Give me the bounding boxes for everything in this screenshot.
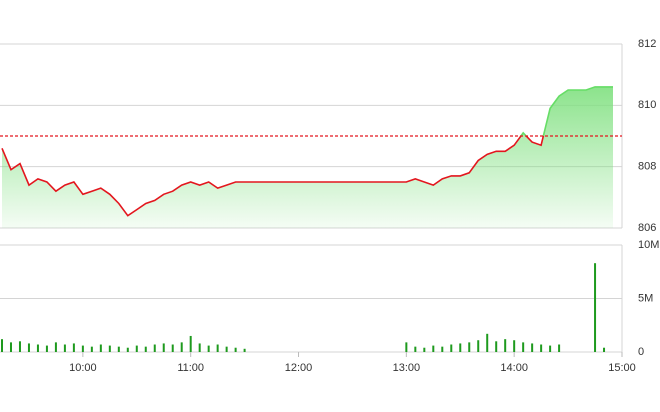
volume-bar [558, 344, 561, 352]
volume-bar [72, 343, 75, 352]
y-tick-label: 808 [638, 161, 656, 173]
volume-bar [531, 343, 534, 352]
volume-bar [45, 345, 48, 352]
y-tick-label: 812 [638, 38, 656, 50]
volume-bar [495, 341, 498, 352]
volume-bar [36, 344, 39, 352]
volume-bar [27, 343, 30, 352]
volume-bar [108, 345, 111, 352]
volume-bar [90, 346, 93, 352]
volume-bar [459, 343, 462, 352]
volume-bar [504, 339, 507, 352]
volume-bar [189, 335, 192, 352]
volume-bar [486, 333, 489, 352]
volume-bar [225, 346, 228, 352]
volume-bar [198, 343, 201, 352]
volume-bar [522, 342, 525, 352]
price-line-below [1, 136, 545, 217]
volume-bar [9, 342, 12, 352]
price-area [2, 86, 614, 229]
volume-bar [423, 347, 426, 352]
volume-bar [18, 341, 21, 352]
volume-bar [171, 344, 174, 352]
volume-bar [117, 346, 120, 352]
y-tick-label: 10M [638, 239, 659, 251]
y-tick-label: 0 [638, 346, 644, 358]
volume-bar [1, 339, 3, 352]
volume-bar [468, 342, 471, 352]
volume-bar [207, 345, 210, 352]
volume-bar [216, 344, 219, 352]
y-tick-label: 810 [638, 99, 656, 111]
y-tick-label: 806 [638, 222, 656, 234]
x-tick-label: 15:00 [608, 362, 636, 374]
volume-bar [549, 345, 552, 352]
volume-bar [594, 263, 597, 352]
volume-bar [153, 344, 156, 352]
volume-bar [477, 340, 480, 352]
volume-bar [144, 346, 147, 352]
x-tick-label: 10:00 [69, 362, 97, 374]
volume-bar [135, 345, 138, 352]
volume-bar [180, 342, 183, 352]
volume-bar [54, 342, 57, 352]
volume-bar [441, 346, 444, 352]
volume-bar [450, 344, 453, 352]
volume-bar [162, 343, 165, 352]
volume-bar [603, 347, 606, 352]
y-tick-label: 5M [638, 292, 653, 304]
volume-bar [540, 344, 543, 352]
volume-bar [243, 348, 246, 352]
volume-bar [126, 347, 129, 352]
volume-bar [99, 344, 102, 352]
x-tick-label: 11:00 [177, 362, 204, 374]
volume-bar [405, 342, 408, 352]
x-tick-label: 13:00 [393, 362, 421, 374]
x-tick-label: 14:00 [500, 362, 528, 374]
volume-bar [432, 345, 435, 352]
volume-bar [63, 344, 66, 352]
volume-bar [414, 346, 417, 352]
volume-bar [234, 347, 237, 352]
volume-bar [81, 345, 84, 352]
volume-bar [513, 340, 516, 352]
x-tick-label: 12:00 [285, 362, 313, 374]
